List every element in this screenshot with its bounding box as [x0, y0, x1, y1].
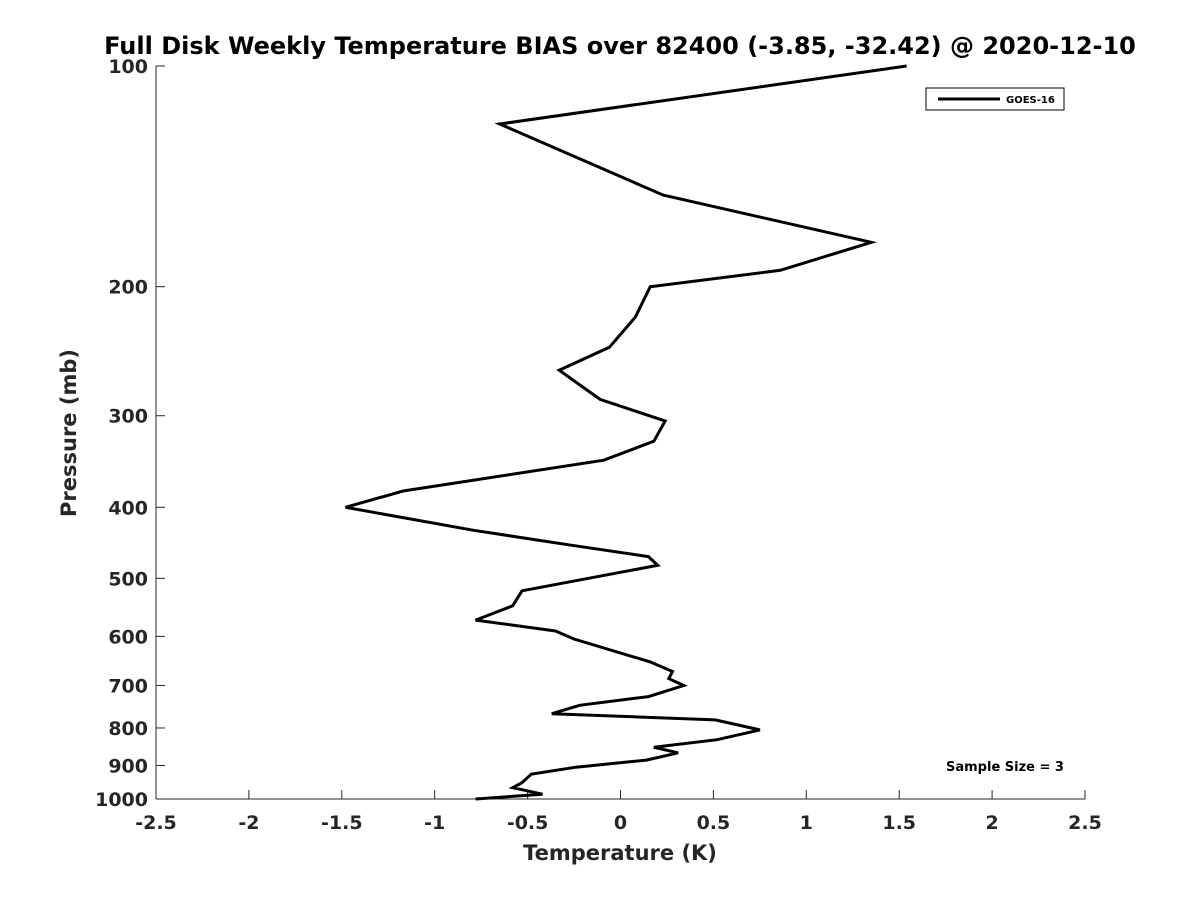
x-axis-label: Temperature (K) — [523, 841, 717, 865]
x-tick-label: 0.5 — [697, 812, 731, 834]
y-axis-label: Pressure (mb) — [57, 349, 81, 517]
x-tick-label: 2 — [985, 812, 998, 834]
y-tick-label: 200 — [108, 277, 148, 299]
y-tick-label: 700 — [108, 675, 148, 697]
chart-title: Full Disk Weekly Temperature BIAS over 8… — [104, 32, 1136, 60]
x-tick-label: -1.5 — [321, 812, 363, 834]
x-tick-label: 1 — [800, 812, 813, 834]
axes: -2.5 -2 -1.5 -1 -0.5 0 0.5 1 1.5 2 2.5 100 200 300 400… — [95, 56, 1102, 834]
x-tick-label: -2.5 — [135, 812, 177, 834]
y-tick-label: 500 — [108, 568, 148, 590]
y-tick-label: 1000 — [95, 789, 148, 811]
x-tick-label: -1 — [424, 812, 445, 834]
y-tick-label: 100 — [108, 56, 148, 78]
x-tick-label: -2 — [238, 812, 259, 834]
y-tick-label: 900 — [108, 755, 148, 777]
x-tick-label: 2.5 — [1068, 812, 1102, 834]
x-tick-label: 1.5 — [882, 812, 916, 834]
x-tick-label: -0.5 — [507, 812, 549, 834]
y-tick-label: 800 — [108, 718, 148, 740]
legend: GOES-16 — [925, 87, 1065, 111]
y-tick-label: 300 — [108, 406, 148, 428]
sample-size-annotation: Sample Size = 3 — [946, 760, 1064, 775]
legend-label: GOES-16 — [1006, 95, 1055, 106]
series-line-goes-16 — [345, 64, 907, 801]
y-tick-label: 600 — [108, 626, 148, 648]
y-tick-label: 400 — [108, 497, 148, 519]
x-tick-label: 0 — [614, 812, 627, 834]
